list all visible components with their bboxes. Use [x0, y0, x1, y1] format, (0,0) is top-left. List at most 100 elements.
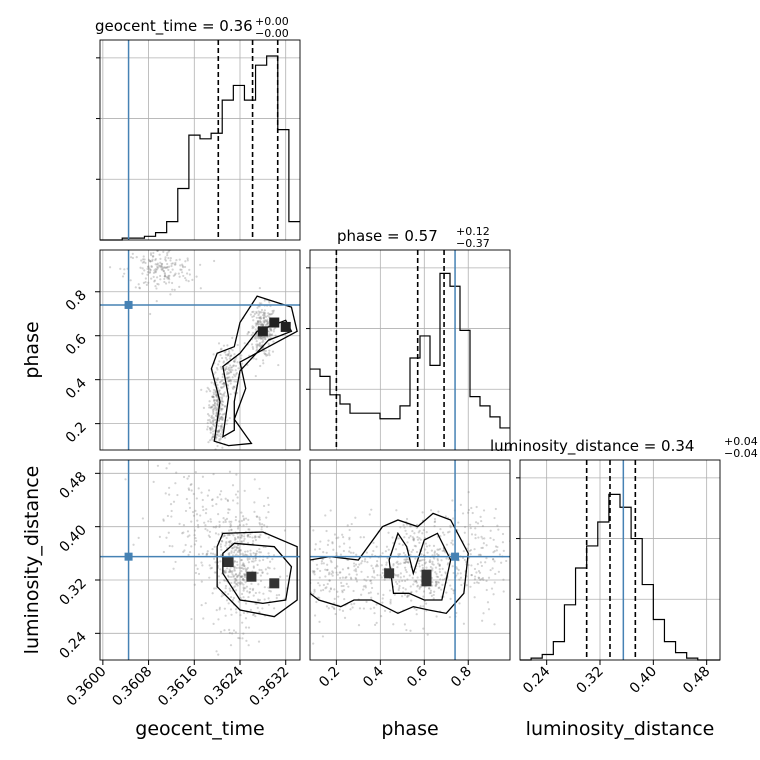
sample-point: [219, 386, 223, 389]
sample-point: [242, 586, 245, 589]
sample-point: [157, 283, 160, 286]
sample-point: [234, 577, 237, 581]
sample-point: [200, 604, 203, 607]
sample-point: [234, 537, 237, 541]
sample-point: [174, 261, 177, 264]
sample-point: [264, 335, 267, 339]
sample-point: [215, 587, 218, 590]
sample-point: [262, 592, 265, 595]
sample-point: [318, 584, 321, 587]
sample-point: [164, 266, 168, 269]
sample-point: [470, 574, 473, 577]
sample-point: [255, 343, 258, 346]
sample-point: [215, 463, 217, 465]
sample-point: [268, 313, 271, 316]
sample-point: [333, 602, 336, 605]
sample-point: [227, 353, 230, 357]
sample-point: [212, 526, 215, 529]
sample-point: [322, 588, 325, 592]
sample-point: [256, 571, 260, 575]
sample-point: [263, 313, 266, 316]
sample-point: [267, 597, 270, 600]
sample-point: [439, 578, 442, 581]
sample-point: [216, 403, 219, 406]
sample-point: [149, 312, 152, 316]
sample-point: [421, 558, 424, 562]
sample-point: [419, 605, 422, 608]
sample-point: [146, 267, 149, 270]
sample-point: [227, 574, 230, 577]
sample-point: [218, 493, 222, 496]
sample-point: [160, 268, 163, 271]
sample-point: [432, 593, 435, 597]
sample-point: [325, 605, 329, 608]
sample-point: [233, 538, 237, 541]
sample-point: [194, 564, 198, 567]
sample-point: [366, 561, 369, 564]
sample-point: [437, 581, 441, 584]
sample-point: [233, 568, 236, 571]
sample-point: [339, 571, 342, 574]
sample-point: [257, 599, 260, 602]
sample-point: [213, 398, 216, 402]
sample-point: [420, 553, 423, 556]
sample-point: [235, 589, 238, 592]
sample-point: [204, 602, 207, 605]
ytick-label-phase: 0.6: [63, 331, 90, 358]
sample-point: [259, 337, 262, 340]
sample-point: [425, 531, 428, 534]
sample-point: [225, 358, 228, 361]
sample-point: [182, 523, 186, 527]
ytick-label-phase: 0.2: [63, 419, 90, 446]
sample-point: [179, 264, 182, 267]
sample-point: [302, 628, 304, 630]
sample-point: [216, 496, 219, 499]
sample-point: [194, 471, 197, 474]
sample-point: [229, 364, 232, 367]
sample-point: [159, 264, 162, 267]
sample-point: [239, 597, 242, 600]
sample-point: [256, 323, 259, 326]
sample-point: [233, 560, 236, 563]
sample-point: [396, 566, 399, 569]
sample-point: [182, 266, 185, 269]
sample-point: [166, 514, 169, 518]
sample-point: [267, 552, 270, 555]
sample-point: [210, 416, 213, 419]
sample-point: [449, 597, 452, 601]
sample-point: [434, 584, 437, 587]
sample-point: [413, 544, 416, 547]
sample-point: [216, 433, 219, 436]
sample-point: [254, 557, 257, 560]
sample-point: [216, 378, 219, 381]
sample-point: [228, 568, 231, 571]
sample-point: [208, 404, 211, 407]
sample-point: [327, 539, 330, 542]
sample-point: [493, 516, 496, 520]
sample-point: [397, 573, 400, 577]
sample-point: [422, 590, 426, 593]
sample-point: [404, 554, 407, 557]
sample-point: [237, 574, 241, 577]
sample-point: [154, 271, 157, 274]
sample-point: [246, 558, 249, 561]
sample-point: [150, 265, 153, 269]
sample-point: [228, 355, 232, 358]
sample-point: [148, 271, 151, 274]
sample-point: [230, 551, 233, 554]
sample-point: [363, 558, 367, 561]
sample-point: [232, 387, 235, 390]
sample-point: [201, 552, 204, 555]
sample-point: [214, 532, 218, 535]
sample-point: [221, 418, 224, 421]
sample-point: [221, 400, 225, 403]
sample-point: [168, 486, 171, 489]
sample-point: [207, 489, 211, 492]
sample-point: [257, 337, 260, 340]
sample-point: [260, 337, 263, 340]
sample-point: [475, 505, 478, 509]
sample-point: [193, 534, 196, 537]
sample-point: [497, 570, 500, 573]
sample-point: [479, 554, 482, 557]
sample-point: [300, 576, 302, 578]
